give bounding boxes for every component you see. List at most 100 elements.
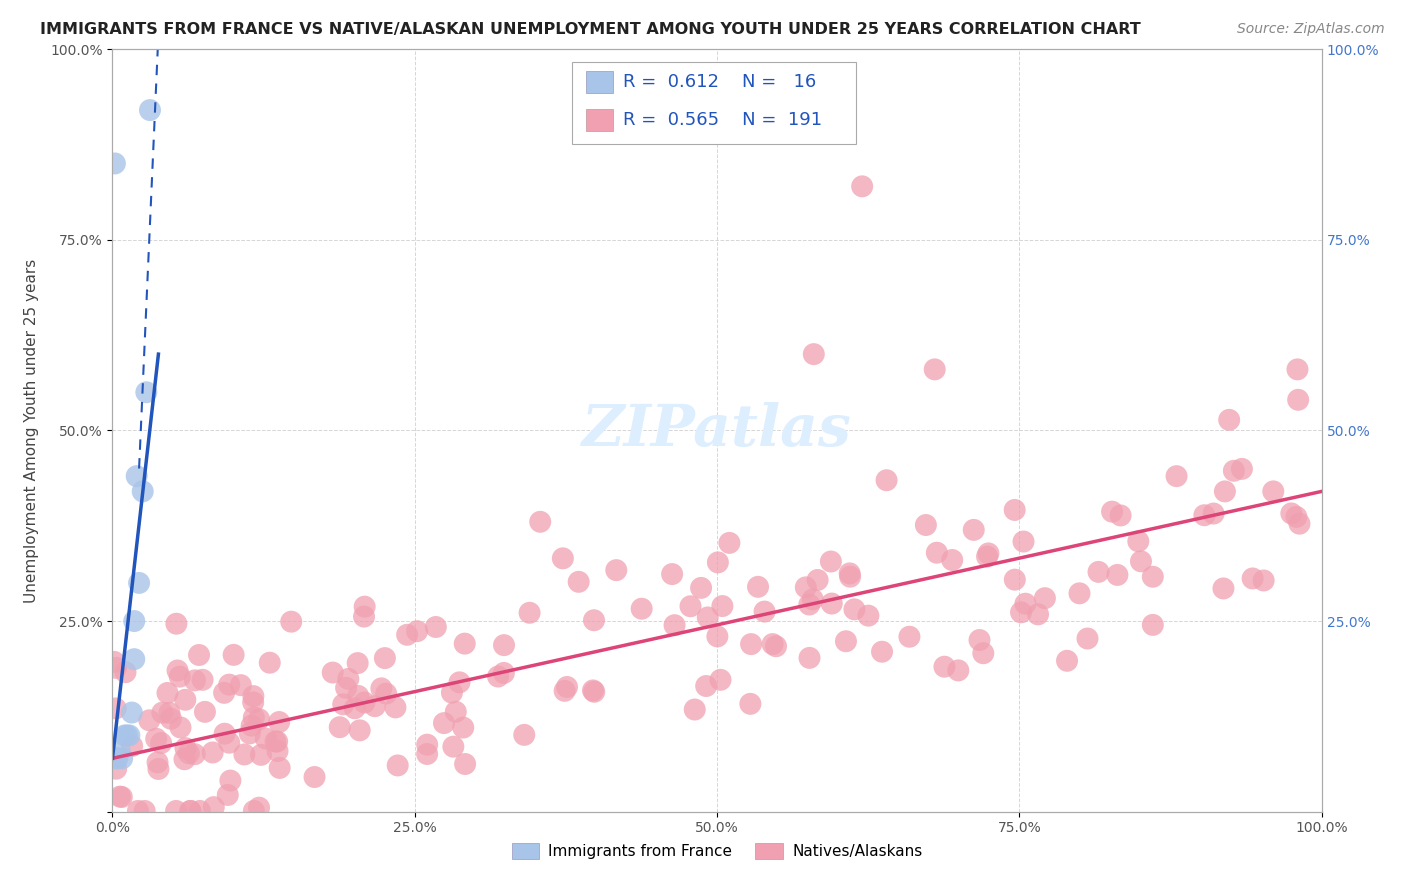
- Point: [820, 554, 842, 568]
- Point: [329, 720, 352, 734]
- Point: [353, 609, 375, 624]
- Point: [583, 685, 606, 699]
- Point: [222, 648, 245, 662]
- Point: [134, 804, 156, 818]
- Point: [219, 773, 242, 788]
- Point: [433, 716, 456, 731]
- Point: [218, 678, 240, 692]
- Point: [242, 695, 264, 709]
- Text: R =  0.612    N =   16: R = 0.612 N = 16: [623, 73, 815, 91]
- Point: [138, 714, 160, 728]
- Point: [630, 601, 652, 615]
- Point: [177, 747, 200, 761]
- Point: [761, 637, 783, 651]
- Point: [449, 675, 471, 690]
- Point: [1069, 586, 1091, 600]
- Point: [1004, 503, 1026, 517]
- Point: [519, 606, 541, 620]
- Point: [870, 645, 893, 659]
- Point: [948, 664, 970, 678]
- Point: [247, 800, 270, 814]
- Point: [105, 751, 128, 765]
- Point: [353, 696, 375, 710]
- Point: [1107, 568, 1129, 582]
- Point: [718, 536, 741, 550]
- Point: [146, 756, 169, 770]
- Point: [492, 665, 515, 680]
- Point: [977, 546, 1000, 560]
- Point: [169, 721, 191, 735]
- Point: [711, 599, 734, 613]
- Point: [229, 678, 252, 692]
- Point: [696, 610, 718, 624]
- Point: [683, 702, 706, 716]
- Point: [173, 752, 195, 766]
- Point: [416, 747, 439, 761]
- Point: [425, 620, 447, 634]
- FancyBboxPatch shape: [572, 62, 856, 145]
- FancyBboxPatch shape: [586, 110, 613, 130]
- Point: [690, 581, 713, 595]
- Point: [108, 789, 131, 804]
- Point: [349, 723, 371, 738]
- Text: ZIPatlas: ZIPatlas: [582, 402, 852, 458]
- Point: [218, 736, 240, 750]
- Point: [1253, 574, 1275, 588]
- Point: [444, 705, 467, 719]
- Point: [254, 731, 277, 746]
- Point: [969, 633, 991, 648]
- Point: [250, 747, 273, 762]
- Point: [794, 580, 817, 594]
- Point: [266, 744, 288, 758]
- Point: [105, 751, 128, 765]
- Point: [747, 580, 769, 594]
- Point: [243, 804, 266, 818]
- Point: [166, 664, 188, 678]
- Point: [108, 744, 131, 758]
- Y-axis label: Unemployment Among Youth under 25 years: Unemployment Among Youth under 25 years: [24, 259, 39, 602]
- Point: [111, 751, 134, 765]
- Point: [191, 673, 214, 687]
- Point: [582, 683, 605, 698]
- Point: [1286, 392, 1309, 407]
- Point: [839, 570, 862, 584]
- Point: [122, 614, 145, 628]
- Point: [174, 741, 197, 756]
- Point: [122, 652, 145, 666]
- Point: [876, 473, 898, 487]
- Point: [280, 615, 302, 629]
- Point: [105, 661, 128, 675]
- Point: [1109, 508, 1132, 523]
- Point: [1230, 462, 1253, 476]
- Point: [1101, 505, 1123, 519]
- Point: [513, 728, 536, 742]
- Point: [240, 719, 263, 733]
- Point: [165, 616, 187, 631]
- Point: [451, 721, 474, 735]
- Point: [125, 469, 148, 483]
- Point: [1142, 570, 1164, 584]
- Point: [799, 651, 821, 665]
- Point: [568, 574, 591, 589]
- Point: [605, 563, 627, 577]
- Point: [242, 689, 264, 703]
- Point: [150, 706, 173, 720]
- Point: [266, 734, 288, 748]
- Point: [707, 555, 730, 569]
- Point: [1279, 507, 1302, 521]
- Point: [139, 103, 162, 117]
- Point: [492, 638, 515, 652]
- Point: [212, 686, 235, 700]
- Point: [799, 598, 821, 612]
- Point: [159, 706, 181, 720]
- Point: [346, 656, 368, 670]
- Point: [304, 770, 326, 784]
- Point: [335, 681, 357, 695]
- Point: [851, 179, 873, 194]
- Point: [1014, 597, 1036, 611]
- Point: [1288, 516, 1310, 531]
- Point: [343, 701, 366, 715]
- Point: [214, 727, 236, 741]
- Point: [188, 804, 211, 818]
- Point: [661, 567, 683, 582]
